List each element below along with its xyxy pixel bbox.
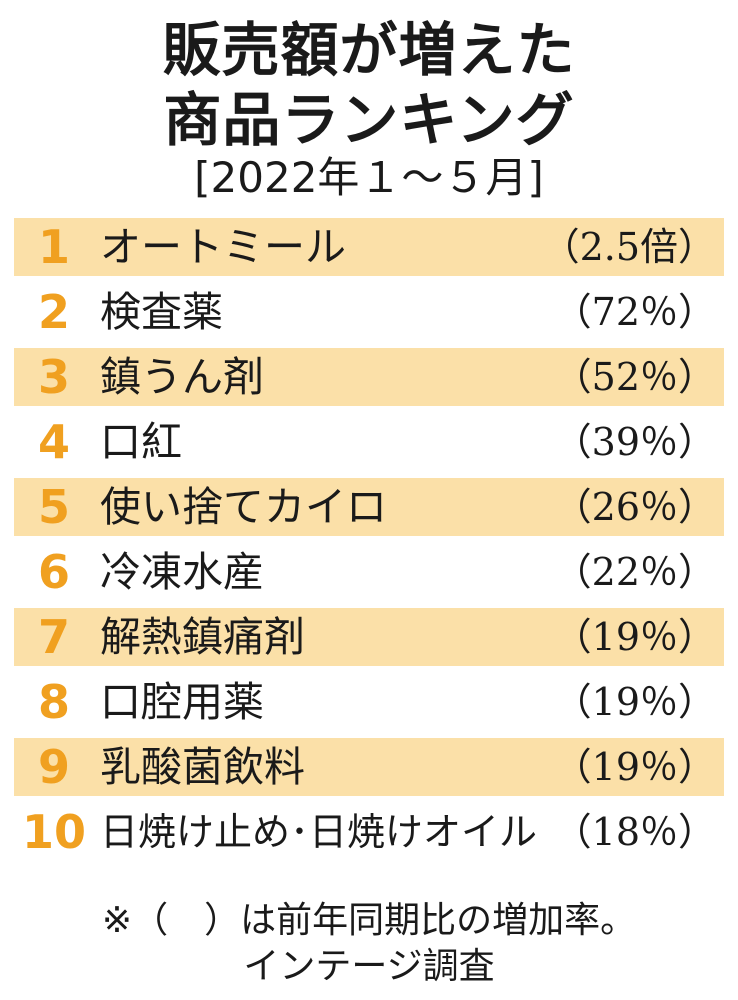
growth-value: （19％） <box>553 615 716 659</box>
product-name: 検査薬 <box>100 288 223 336</box>
growth-value: （18％） <box>553 810 716 854</box>
product-name: 口腔用薬 <box>100 678 264 726</box>
rank-number: 2 <box>37 285 70 339</box>
ranking-table: 1 オートミール （2.5倍） 2 検査薬 （72％） 3 鎮うん剤 （52％） 4 口紅 （39％）… <box>14 218 724 868</box>
product-name: 乳酸菌飲料 <box>100 743 305 791</box>
rank-number: 8 <box>37 675 70 729</box>
rank-number: 6 <box>37 545 70 599</box>
rank-number: 3 <box>37 350 70 404</box>
rank-number: 10 <box>21 805 86 859</box>
growth-value: （39％） <box>553 420 716 464</box>
ranking-row: 10 日焼け止め･日焼けオイル （18％） <box>14 803 724 861</box>
product-name: 解熱鎮痛剤 <box>100 613 305 661</box>
ranking-row: 7 解熱鎮痛剤 （19％） <box>14 608 724 666</box>
growth-value: （2.5倍） <box>541 225 716 269</box>
ranking-row: 5 使い捨てカイロ （26％） <box>14 478 724 536</box>
footnote: ※（ ）は前年同期比の増加率。 <box>101 900 637 941</box>
ranking-row: 2 検査薬 （72％） <box>14 283 724 341</box>
chart-title-line2: 商品ランキング <box>163 86 575 154</box>
rank-number: 7 <box>37 610 70 664</box>
ranking-row: 8 口腔用薬 （19％） <box>14 673 724 731</box>
growth-value: （19％） <box>553 745 716 789</box>
ranking-row: 1 オートミール （2.5倍） <box>14 218 724 276</box>
growth-value: （19％） <box>553 680 716 724</box>
ranking-row: 3 鎮うん剤 （52％） <box>14 348 724 406</box>
product-name: オートミール <box>100 223 346 271</box>
growth-value: （52％） <box>553 355 716 399</box>
chart-title-line1: 販売額が増えた <box>162 16 576 84</box>
ranking-row: 4 口紅 （39％） <box>14 413 724 471</box>
rank-number: 9 <box>37 740 70 794</box>
growth-value: （26％） <box>553 485 716 529</box>
source-note: インテージ調査 <box>243 946 495 987</box>
ranking-row: 6 冷凍水産 （22％） <box>14 543 724 601</box>
growth-value: （22％） <box>553 550 716 594</box>
ranking-row: 9 乳酸菌飲料 （19％） <box>14 738 724 796</box>
growth-value: （72％） <box>553 290 716 334</box>
product-name: 使い捨てカイロ <box>100 483 387 531</box>
product-name: 冷凍水産 <box>100 548 264 596</box>
product-name: 日焼け止め･日焼けオイル <box>100 810 538 854</box>
chart-subtitle: [2022年１～５月] <box>194 153 544 202</box>
rank-number: 5 <box>37 480 70 534</box>
product-name: 口紅 <box>100 418 182 466</box>
rank-number: 1 <box>37 220 70 274</box>
rank-number: 4 <box>37 415 70 469</box>
product-name: 鎮うん剤 <box>100 353 264 401</box>
